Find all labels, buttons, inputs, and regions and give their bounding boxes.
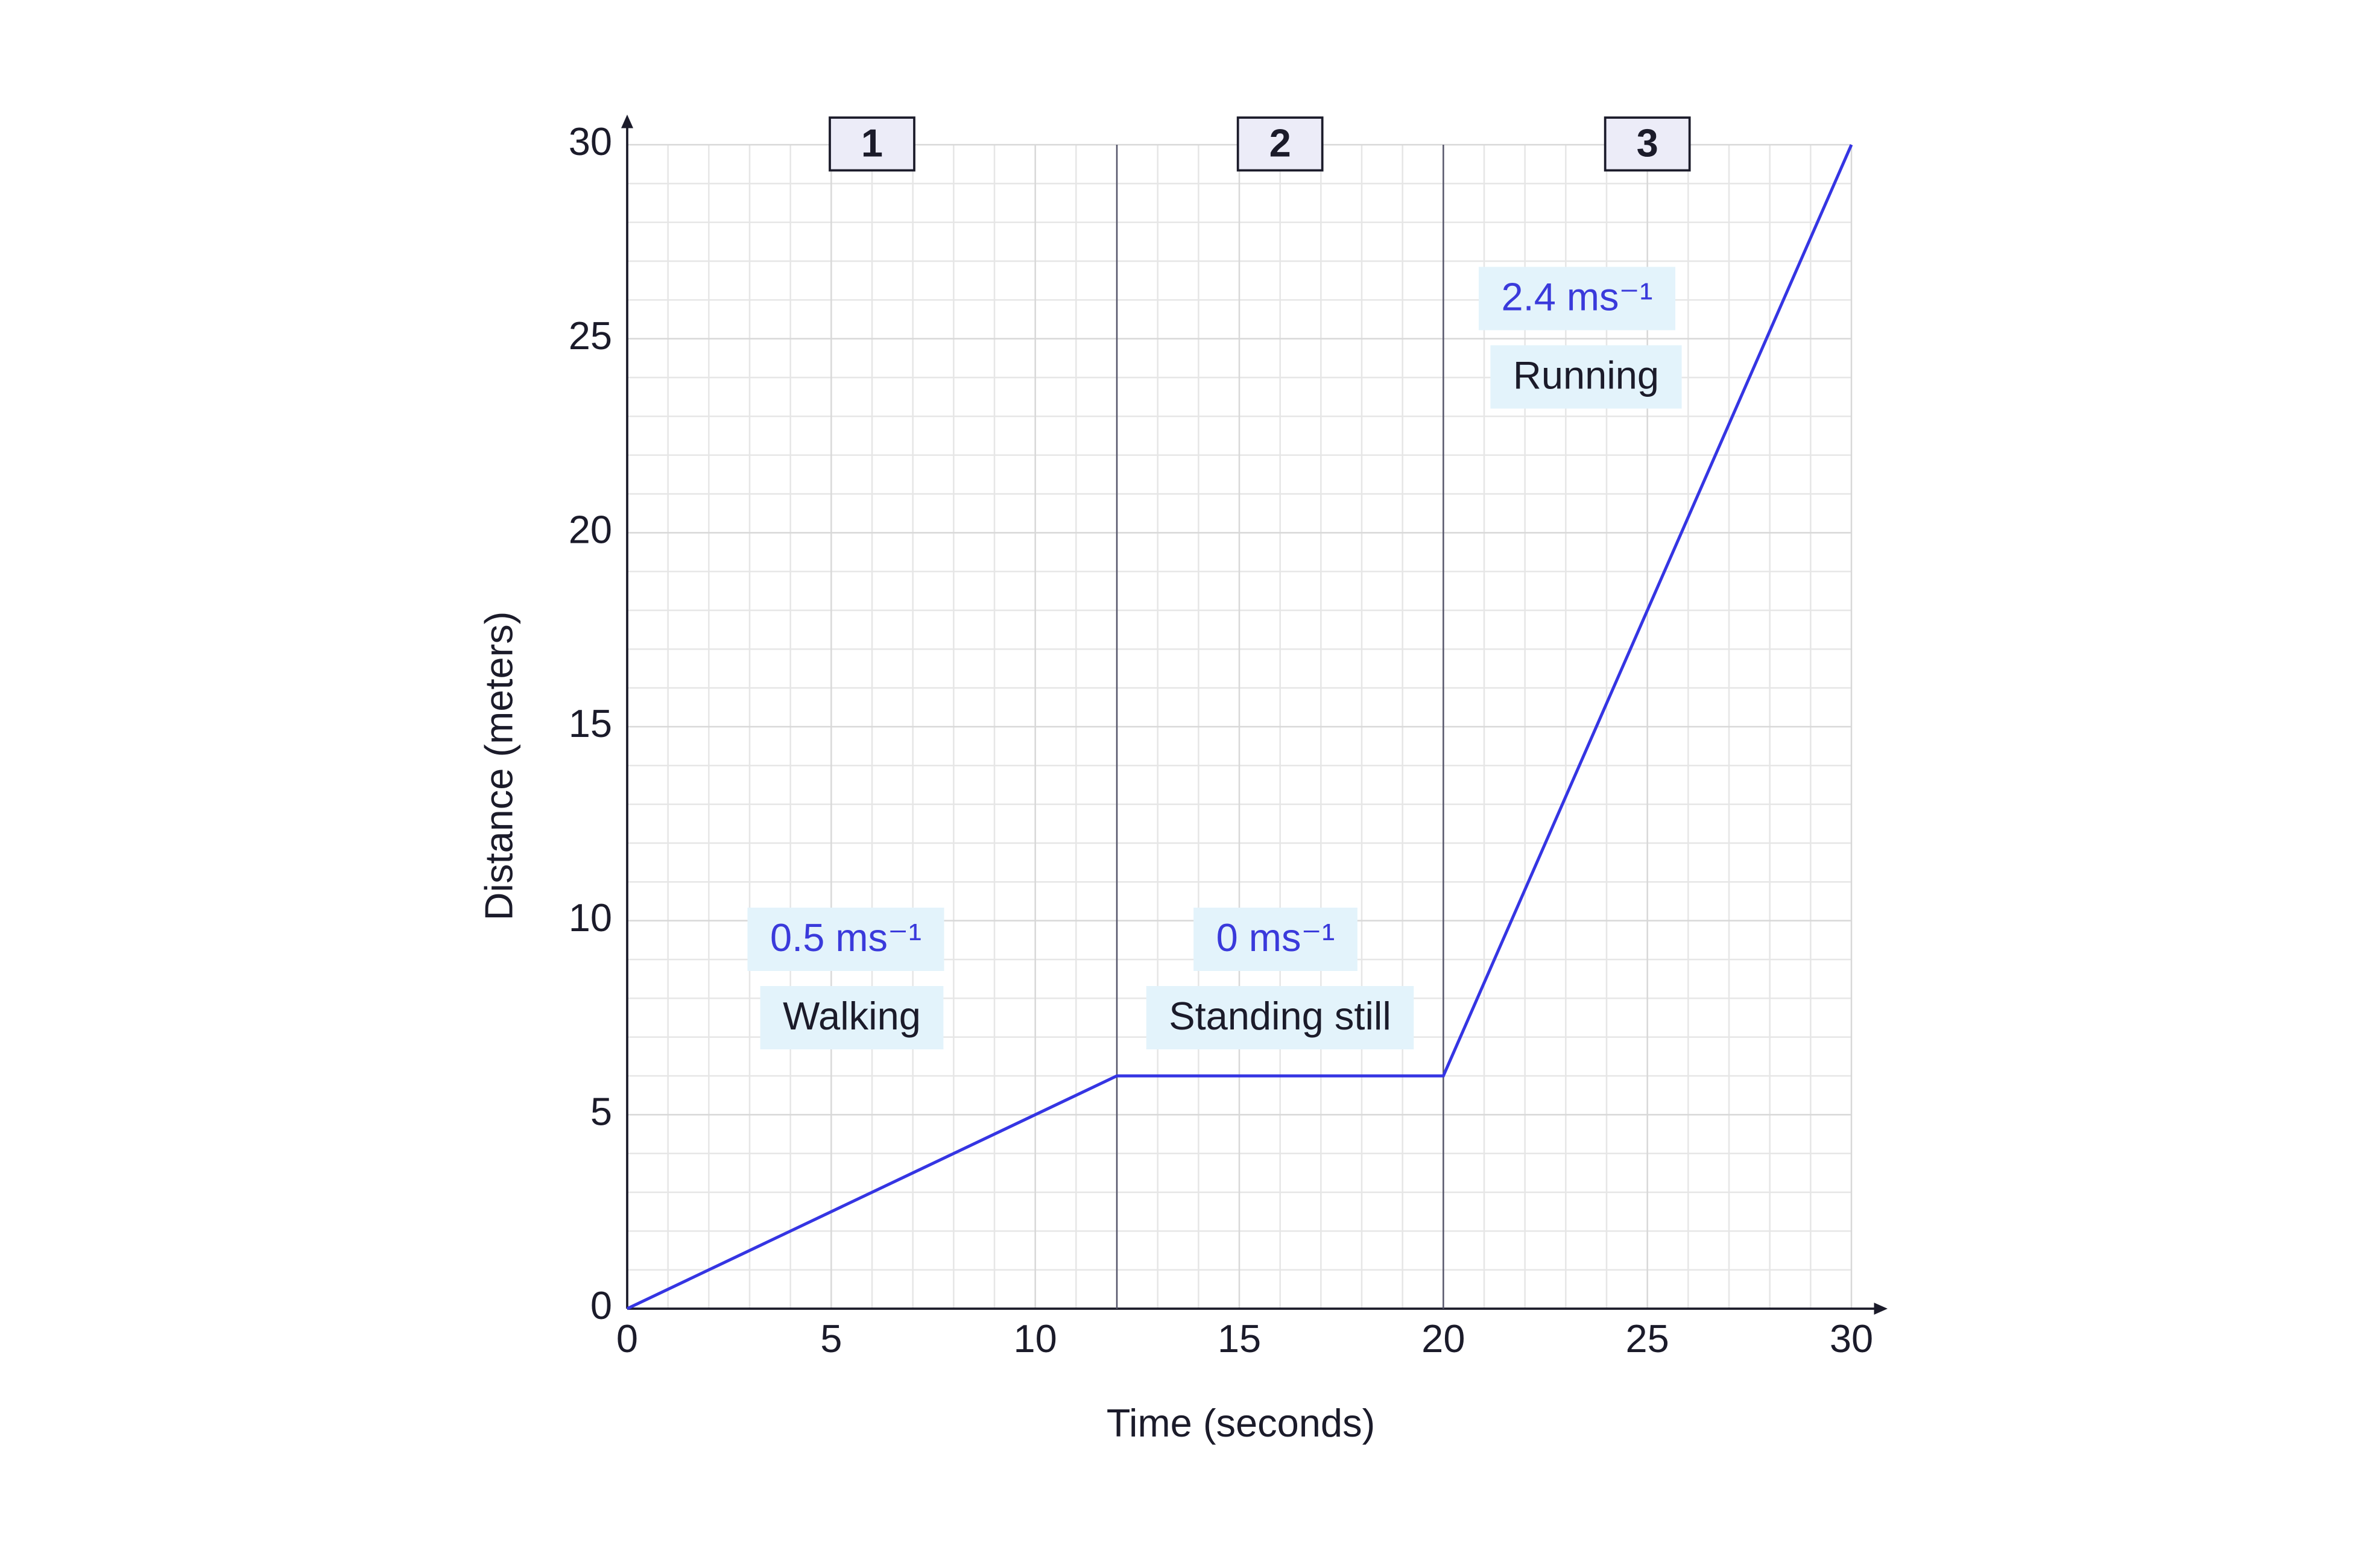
x-tick-label: 10 xyxy=(1014,1317,1057,1361)
x-axis-arrow xyxy=(1874,1303,1888,1315)
phase-speed: 2.4 ms⁻¹ xyxy=(1501,275,1652,319)
phase-label-box xyxy=(1490,345,1682,409)
phase-number: 1 xyxy=(861,121,883,165)
x-tick-label: 20 xyxy=(1421,1317,1465,1361)
phase-number-box xyxy=(829,116,915,172)
phase-label: Running xyxy=(1513,353,1659,397)
y-tick-label: 20 xyxy=(569,508,612,552)
phase-label: Walking xyxy=(783,994,921,1038)
phase-label-box xyxy=(1146,986,1414,1049)
data-line xyxy=(626,144,1853,1310)
y-tick-label: 15 xyxy=(569,701,612,745)
phase-number-box xyxy=(1236,116,1324,172)
phase-speed: 0 ms⁻¹ xyxy=(1216,915,1335,959)
x-tick-label: 30 xyxy=(1830,1317,1873,1361)
phase-number: 3 xyxy=(1637,121,1658,165)
y-tick-label: 0 xyxy=(590,1283,612,1327)
y-tick-label: 5 xyxy=(590,1090,612,1134)
phase-speed-box xyxy=(747,908,944,971)
y-tick-label: 30 xyxy=(569,119,612,163)
phase-speed-box xyxy=(1193,908,1357,971)
x-tick-label: 25 xyxy=(1626,1317,1669,1361)
y-tick-label: 10 xyxy=(569,896,612,940)
y-axis-label: Distance (meters) xyxy=(477,612,521,921)
x-tick-label: 5 xyxy=(820,1317,842,1361)
phase-number-box xyxy=(1604,116,1691,172)
phase-number: 2 xyxy=(1269,121,1291,165)
x-tick-label: 0 xyxy=(616,1317,638,1361)
phase-speed-box xyxy=(1478,267,1676,330)
phase-speed: 0.5 ms⁻¹ xyxy=(770,915,921,959)
phase-label: Standing still xyxy=(1169,994,1391,1038)
x-tick-label: 15 xyxy=(1218,1317,1261,1361)
y-axis-arrow xyxy=(621,115,633,128)
x-axis-label: Time (seconds) xyxy=(1107,1401,1375,1445)
y-tick-label: 25 xyxy=(569,314,612,358)
phase-label-box xyxy=(760,986,944,1049)
